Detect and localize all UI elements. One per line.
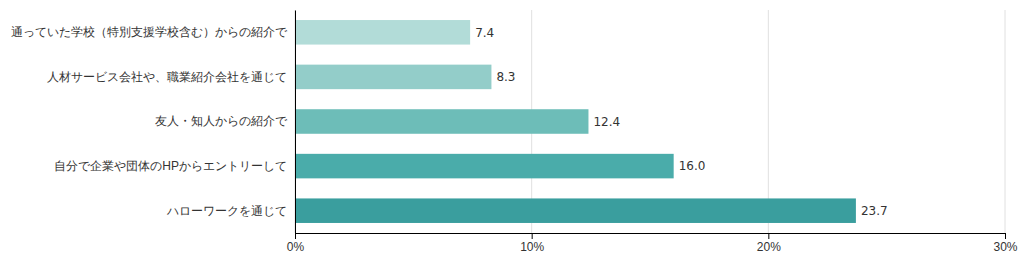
grid — [295, 10, 1005, 233]
x-tick-mark — [1005, 233, 1006, 239]
x-tick: 30% — [993, 233, 1017, 254]
data-label: 16.0 — [679, 159, 706, 173]
x-tick: 20% — [757, 233, 781, 254]
x-tick-label: 20% — [757, 240, 781, 254]
y-tick-label: 自分で企業や団体のHPからエントリーして — [54, 159, 287, 173]
bar — [295, 20, 470, 45]
data-label: 23.7 — [861, 204, 888, 218]
bar — [295, 154, 674, 179]
bars — [295, 20, 856, 223]
y-tick-label: ハローワークを通じて — [166, 204, 287, 218]
bar — [295, 109, 588, 134]
y-tick-label: 友人・知人からの紹介で — [155, 114, 288, 128]
x-axis-line — [296, 234, 1006, 240]
y-tick: 自分で企業や団体のHPからエントリーして — [54, 159, 287, 173]
bar — [295, 198, 856, 223]
chart-svg: 0% 10% 20% 30% 通っていた学校（特別支援学校含む）からの紹介で人材サービス… — [0, 0, 1029, 261]
x-tick: 0% — [287, 233, 305, 254]
x-axis: 0% 10% 20% 30% — [287, 233, 1018, 254]
data-label: 8.3 — [496, 70, 515, 84]
data-label: 12.4 — [593, 115, 620, 129]
y-axis-line — [295, 11, 296, 234]
x-tick-mark — [532, 233, 533, 239]
data-labels: 7.4 8.3 12.4 16.0 23.7 — [475, 26, 887, 218]
x-tick-mark — [768, 233, 769, 239]
chart-container: 0% 10% 20% 30% 通っていた学校（特別支援学校含む）からの紹介で人材サービス… — [0, 0, 1029, 261]
x-tick-label: 10% — [520, 240, 544, 254]
y-axis: 通っていた学校（特別支援学校含む）からの紹介で人材サービス会社や、職業紹介会社を… — [11, 11, 296, 234]
grid-line — [1005, 10, 1006, 233]
y-tick: 友人・知人からの紹介で — [155, 114, 288, 128]
y-tick-label: 人材サービス会社や、職業紹介会社を通じて — [47, 70, 287, 84]
plot-area: 0% 10% 20% 30% 通っていた学校（特別支援学校含む）からの紹介で人材サービス… — [11, 10, 1018, 254]
y-tick: 人材サービス会社や、職業紹介会社を通じて — [47, 70, 287, 84]
x-tick-label: 0% — [287, 240, 305, 254]
bar — [295, 65, 491, 90]
x-tick-mark — [295, 233, 296, 239]
x-tick-label: 30% — [993, 240, 1017, 254]
x-tick: 10% — [520, 233, 544, 254]
data-label: 7.4 — [475, 26, 494, 40]
y-tick-label: 通っていた学校（特別支援学校含む）からの紹介で — [11, 25, 288, 39]
y-tick: 通っていた学校（特別支援学校含む）からの紹介で — [11, 25, 288, 39]
y-tick: ハローワークを通じて — [166, 204, 287, 218]
grid-line — [295, 10, 296, 233]
